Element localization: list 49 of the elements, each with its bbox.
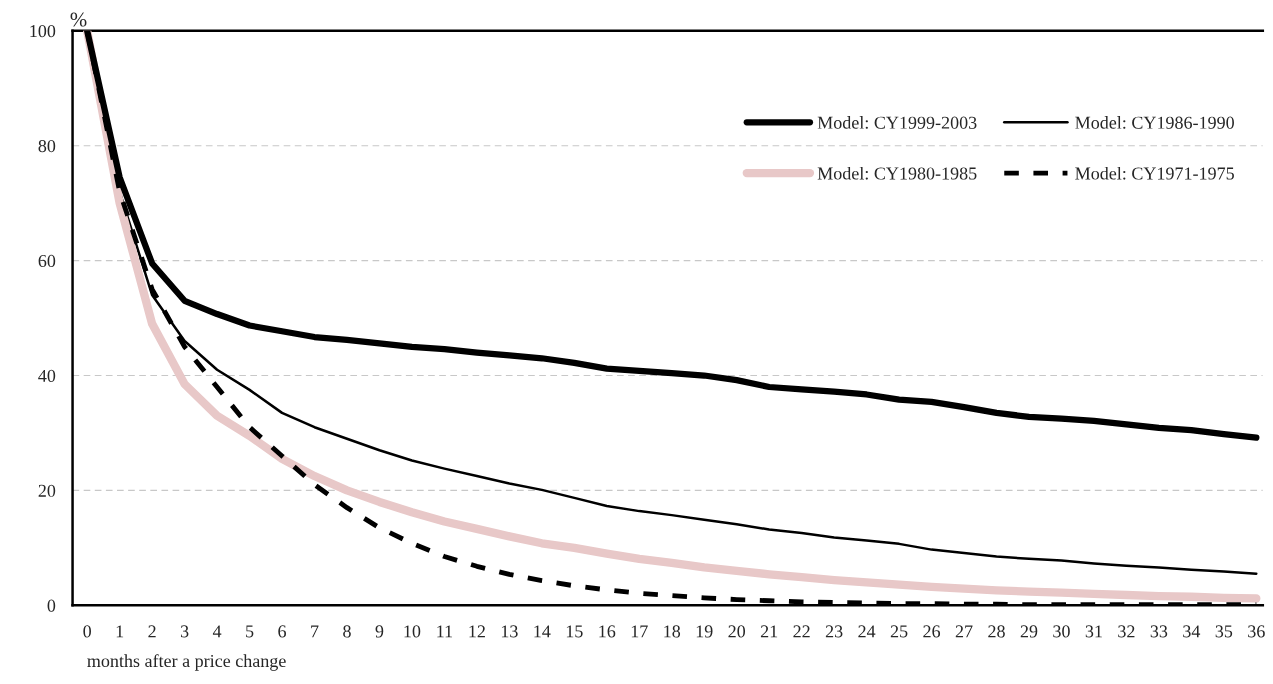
x-tick-label: 19 — [696, 625, 713, 638]
y-tick-label: 80 — [38, 139, 56, 153]
legend-label: Model: CY1980-1985 — [817, 166, 977, 180]
x-tick-label: 15 — [566, 625, 583, 638]
x-tick-label: 18 — [664, 625, 681, 638]
x-tick-label: 14 — [534, 625, 551, 638]
x-tick-label: 2 — [148, 625, 156, 638]
x-tick-label: 32 — [1118, 625, 1135, 638]
legend-label: Model: CY1971-1975 — [1075, 166, 1234, 180]
x-tick-label: 35 — [1215, 625, 1233, 638]
y-tick-label: 100 — [30, 25, 56, 38]
x-tick-label: 27 — [955, 625, 973, 638]
x-tick-label: 7 — [311, 625, 319, 638]
x-tick-label: 20 — [728, 625, 746, 638]
x-tick-label: 11 — [437, 625, 453, 638]
x-tick-label: 34 — [1183, 625, 1201, 638]
x-tick-label: 28 — [988, 625, 1005, 638]
x-tick-label: 26 — [923, 625, 941, 638]
x-tick-label: 13 — [501, 625, 518, 638]
legend-label: Model: CY1999-2003 — [817, 116, 977, 129]
x-axis-title: months after a price change — [87, 654, 286, 671]
y-tick-label: 40 — [38, 369, 56, 382]
x-tick-label: 33 — [1150, 625, 1168, 638]
x-tick-label: 9 — [375, 625, 384, 638]
x-tick-label: 31 — [1085, 625, 1102, 638]
y-tick-label: 60 — [38, 254, 56, 268]
x-tick-label: 23 — [825, 625, 843, 638]
x-tick-label: 12 — [469, 625, 485, 638]
x-tick-label: 5 — [246, 625, 254, 638]
x-tick-label: 16 — [599, 625, 616, 638]
x-tick-label: 10 — [404, 625, 421, 638]
x-tick-label: 17 — [631, 625, 648, 638]
y-tick-label: 0 — [47, 599, 56, 612]
x-tick-label: 0 — [83, 625, 91, 638]
legend-label: Model: CY1986-1990 — [1075, 116, 1234, 129]
x-tick-label: 3 — [180, 625, 189, 638]
y-tick-label: 20 — [38, 484, 56, 497]
x-tick-label: 25 — [890, 625, 908, 638]
x-tick-label: 30 — [1053, 625, 1070, 638]
x-tick-label: 22 — [793, 625, 810, 638]
x-tick-label: 24 — [858, 625, 876, 638]
x-tick-label: 4 — [212, 625, 222, 638]
x-tick-label: 36 — [1248, 625, 1265, 638]
x-tick-label: 21 — [760, 625, 778, 638]
x-tick-label: 1 — [116, 625, 124, 638]
x-tick-label: 8 — [343, 625, 351, 638]
x-tick-label: 29 — [1020, 625, 1038, 638]
x-tick-label: 6 — [278, 625, 287, 638]
y-axis-title: % — [70, 12, 87, 27]
